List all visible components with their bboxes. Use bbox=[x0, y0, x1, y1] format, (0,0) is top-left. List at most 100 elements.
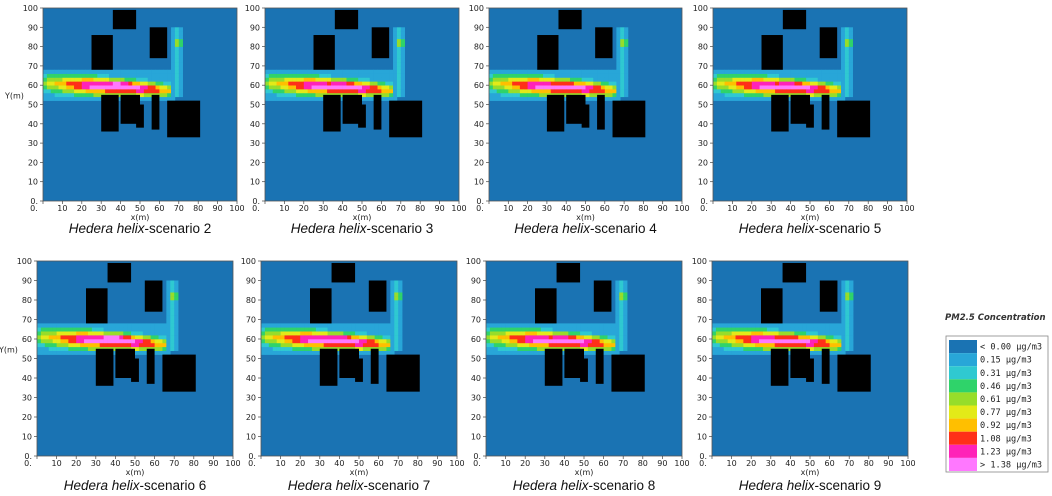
concentration-cell bbox=[174, 292, 179, 297]
concentration-cell bbox=[174, 323, 179, 328]
concentration-cell bbox=[833, 323, 838, 328]
concentration-cell bbox=[607, 350, 612, 355]
concentration-cell bbox=[552, 342, 557, 348]
building bbox=[761, 35, 783, 70]
concentration-cell bbox=[128, 89, 133, 94]
y-tick-label: 90 bbox=[250, 23, 260, 32]
concentration-cell bbox=[611, 342, 616, 348]
concentration-cell bbox=[719, 335, 725, 340]
concentration-cell bbox=[751, 96, 756, 101]
concentration-cell bbox=[43, 96, 48, 101]
x-tick-label: 100 bbox=[674, 204, 689, 213]
concentration-cell bbox=[170, 292, 175, 297]
concentration-cell bbox=[505, 323, 510, 328]
concentration-cell bbox=[56, 335, 61, 340]
building bbox=[544, 348, 563, 386]
y-tick-label: 40 bbox=[474, 120, 484, 129]
concentration-cell bbox=[597, 81, 602, 86]
concentration-cell bbox=[806, 77, 811, 82]
concentration-cell bbox=[140, 73, 145, 78]
panel-caption-scenario: -scenario 5 bbox=[815, 221, 882, 236]
concentration-cell bbox=[759, 96, 764, 101]
concentration-cell bbox=[303, 96, 308, 101]
concentration-cell bbox=[619, 303, 624, 309]
concentration-cell bbox=[849, 323, 854, 328]
concentration-cell bbox=[396, 50, 402, 55]
concentration-cell bbox=[755, 346, 760, 351]
concentration-cell bbox=[595, 342, 600, 348]
concentration-cell bbox=[615, 323, 620, 328]
concentration-cell bbox=[315, 85, 320, 90]
concentration-cell bbox=[268, 346, 274, 351]
building bbox=[355, 358, 363, 382]
concentration-cell bbox=[623, 288, 628, 293]
x-tick-label: 50 bbox=[805, 459, 815, 468]
y-tick-label: 10 bbox=[698, 178, 708, 187]
concentration-cell bbox=[140, 69, 145, 74]
concentration-cell bbox=[261, 323, 266, 328]
legend-swatch bbox=[949, 431, 977, 445]
concentration-cell bbox=[101, 69, 106, 74]
concentration-cell bbox=[762, 346, 768, 351]
concentration-cell bbox=[373, 89, 378, 94]
concentration-cell bbox=[620, 50, 625, 55]
concentration-cell bbox=[178, 65, 183, 71]
concentration-cell bbox=[89, 92, 94, 98]
concentration-cell bbox=[123, 323, 128, 328]
concentration-cell bbox=[517, 339, 522, 344]
concentration-cell bbox=[381, 92, 386, 98]
concentration-cell bbox=[774, 331, 779, 336]
concentration-cell bbox=[531, 77, 536, 82]
concentration-cell bbox=[536, 339, 542, 344]
concentration-cell bbox=[525, 346, 530, 351]
concentration-cell bbox=[837, 69, 842, 74]
concentration-cell bbox=[728, 81, 733, 86]
concentration-cell bbox=[174, 27, 180, 32]
x-tick-label: 10 bbox=[52, 459, 62, 468]
concentration-cell bbox=[821, 81, 826, 86]
y-tick-label: 0. bbox=[700, 197, 708, 206]
concentration-cell bbox=[398, 323, 403, 328]
concentration-cell bbox=[817, 331, 823, 336]
concentration-cell bbox=[813, 81, 819, 86]
concentration-cell bbox=[296, 81, 301, 86]
concentration-cell bbox=[496, 89, 501, 94]
concentration-cell bbox=[131, 339, 136, 344]
panel-caption: Hedera helix-scenario 8 bbox=[513, 478, 656, 493]
concentration-cell bbox=[159, 69, 164, 74]
concentration-cell bbox=[158, 339, 163, 344]
concentration-cell bbox=[767, 96, 772, 101]
concentration-cell bbox=[747, 81, 753, 86]
concentration-cell bbox=[844, 38, 850, 44]
concentration-cell bbox=[849, 296, 854, 301]
concentration-cell bbox=[786, 342, 791, 348]
y-tick-label: 40 bbox=[22, 374, 32, 383]
concentration-cell bbox=[566, 85, 571, 90]
concentration-cell bbox=[512, 92, 517, 98]
concentration-cell bbox=[798, 85, 803, 90]
concentration-cell bbox=[303, 73, 308, 78]
concentration-cell bbox=[763, 77, 768, 82]
concentration-cell bbox=[62, 73, 67, 78]
concentration-cell bbox=[523, 77, 528, 82]
concentration-cell bbox=[568, 339, 573, 344]
concentration-cell bbox=[562, 92, 567, 98]
concentration-cell bbox=[335, 339, 340, 344]
concentration-cell bbox=[513, 346, 518, 351]
concentration-cell bbox=[101, 85, 106, 90]
concentration-cell bbox=[562, 73, 567, 78]
x-tick-label: 30 bbox=[766, 459, 776, 468]
concentration-cell bbox=[774, 327, 779, 332]
concentration-cell bbox=[844, 35, 850, 40]
concentration-cell bbox=[713, 81, 718, 86]
concentration-cell bbox=[311, 350, 317, 355]
concentration-cell bbox=[299, 69, 305, 74]
concentration-cell bbox=[810, 92, 815, 98]
concentration-cell bbox=[755, 331, 760, 336]
concentration-cell bbox=[108, 73, 114, 78]
concentration-cell bbox=[802, 89, 807, 94]
x-tick-label: 60 bbox=[150, 459, 160, 468]
concentration-cell bbox=[151, 81, 156, 86]
